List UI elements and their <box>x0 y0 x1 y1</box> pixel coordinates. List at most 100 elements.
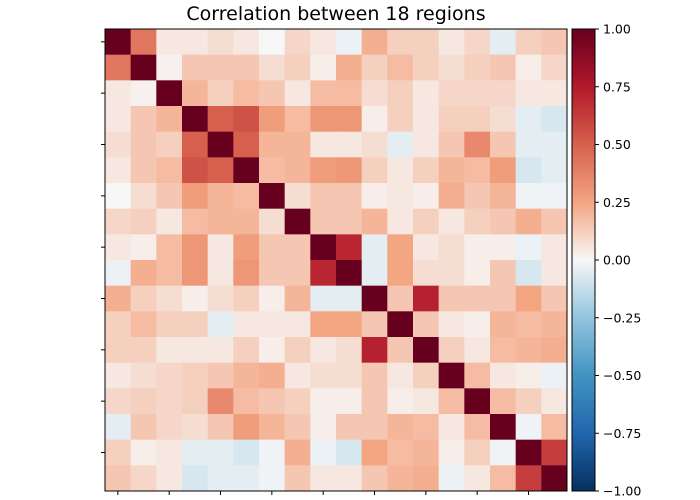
heatmap-cell <box>207 54 234 81</box>
heatmap-cell <box>438 337 465 364</box>
heatmap-cell <box>336 183 363 210</box>
heatmap-cell <box>310 362 337 389</box>
heatmap-cell <box>464 414 491 441</box>
heatmap-cell <box>541 465 568 492</box>
heatmap-cell <box>207 183 234 210</box>
heatmap-cell <box>284 208 311 235</box>
heatmap-cell <box>490 234 517 261</box>
heatmap-cell <box>156 234 183 261</box>
colorbar-ticks: 1.00 0.75 0.50 0.25 0.00 −0.25 −0.50 −0.75 −1.00 <box>595 22 641 499</box>
heatmap-cell <box>105 106 132 133</box>
colorbar-tick-label: −0.50 <box>603 368 641 383</box>
heatmap-cell <box>207 29 234 56</box>
heatmap-cell <box>515 260 542 287</box>
heatmap-cell <box>105 439 132 466</box>
heatmap-cell <box>310 388 337 415</box>
heatmap-cell <box>156 183 183 210</box>
heatmap-cell <box>233 414 260 441</box>
heatmap-cell <box>413 157 440 184</box>
heatmap-cell <box>130 414 157 441</box>
heatmap-cell <box>361 260 388 287</box>
heatmap-cell <box>233 208 260 235</box>
axis-ticks <box>101 41 529 495</box>
heatmap-cell <box>156 337 183 364</box>
colorbar-tick-label: −0.25 <box>603 310 641 325</box>
heatmap-cell <box>336 106 363 133</box>
heatmap-cell <box>387 388 414 415</box>
heatmap-cell <box>361 414 388 441</box>
heatmap-cell <box>259 439 286 466</box>
heatmap-cell <box>233 131 260 158</box>
heatmap-cell <box>438 80 465 107</box>
heatmap-cell <box>284 465 311 492</box>
heatmap-cell <box>541 157 568 184</box>
heatmap-cell <box>130 131 157 158</box>
heatmap-cell <box>413 80 440 107</box>
heatmap-cell <box>259 131 286 158</box>
heatmap-cell <box>105 157 132 184</box>
heatmap-cell <box>130 260 157 287</box>
heatmap-cell <box>182 183 209 210</box>
plot-frame <box>104 28 568 492</box>
heatmap-cell <box>464 106 491 133</box>
heatmap-cell <box>464 80 491 107</box>
heatmap-cell <box>182 54 209 81</box>
heatmap-cell <box>233 234 260 261</box>
heatmap-cell <box>387 285 414 312</box>
heatmap-cell <box>490 106 517 133</box>
heatmap-cell <box>233 388 260 415</box>
heatmap-cell <box>438 465 465 492</box>
heatmap-cell <box>336 414 363 441</box>
heatmap-cell <box>233 260 260 287</box>
heatmap-cell <box>105 414 132 441</box>
heatmap-cell <box>336 337 363 364</box>
heatmap-cell <box>361 106 388 133</box>
heatmap-cell <box>336 234 363 261</box>
heatmap-cell <box>515 54 542 81</box>
heatmap-cell <box>156 362 183 389</box>
heatmap-cell <box>182 157 209 184</box>
heatmap-cell <box>182 234 209 261</box>
heatmap-cell <box>156 157 183 184</box>
heatmap-cell <box>464 131 491 158</box>
heatmap-cell <box>156 131 183 158</box>
heatmap-cell <box>284 311 311 338</box>
heatmap-cell <box>130 285 157 312</box>
heatmap-cell <box>541 54 568 81</box>
heatmap-cell <box>207 285 234 312</box>
heatmap-cell <box>490 208 517 235</box>
heatmap-cell <box>156 54 183 81</box>
heatmap-cell <box>105 80 132 107</box>
heatmap-cell <box>413 234 440 261</box>
heatmap-cell <box>413 208 440 235</box>
heatmap-cell <box>207 80 234 107</box>
heatmap-cell <box>387 80 414 107</box>
heatmap-cell <box>413 311 440 338</box>
heatmap-cell <box>541 80 568 107</box>
heatmap-cell <box>387 183 414 210</box>
heatmap-cell <box>182 80 209 107</box>
heatmap-cell <box>130 208 157 235</box>
heatmap-cell <box>233 285 260 312</box>
heatmap-cell <box>438 208 465 235</box>
heatmap-cell <box>130 439 157 466</box>
heatmap-cell <box>336 54 363 81</box>
heatmap-cell <box>515 285 542 312</box>
heatmap-cell <box>310 285 337 312</box>
heatmap-cell <box>541 362 568 389</box>
heatmap-cell <box>259 234 286 261</box>
heatmap-cell <box>259 106 286 133</box>
heatmap-cell <box>156 80 183 107</box>
heatmap-cell <box>361 54 388 81</box>
colorbar-tick-label: 1.00 <box>603 22 631 37</box>
heatmap-cell <box>413 106 440 133</box>
heatmap-cell <box>515 362 542 389</box>
chart-title: Correlation between 18 regions <box>186 3 485 25</box>
heatmap-cell <box>259 29 286 56</box>
heatmap-cell <box>105 208 132 235</box>
heatmap-cell <box>490 465 517 492</box>
heatmap-cell <box>130 29 157 56</box>
colorbar-tick-label: 0.50 <box>603 137 631 152</box>
heatmap-cell <box>156 208 183 235</box>
